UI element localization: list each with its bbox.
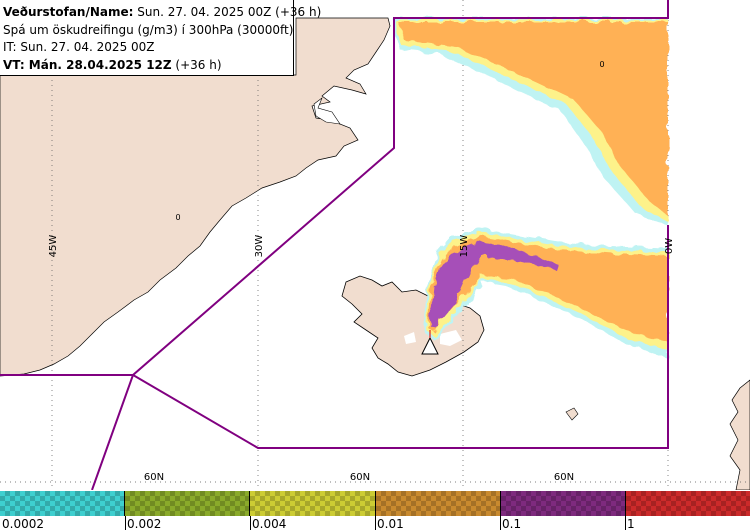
legend-label: 1 xyxy=(627,517,635,531)
legend-swatch-2 xyxy=(125,491,251,516)
meridian-label-15w: 15W xyxy=(459,235,470,258)
info-line-valid-time-label: VT: Mán. 28.04.2025 12Z xyxy=(3,57,172,72)
forecast-info-box: Veðurstofan/Name: Sun. 27. 04. 2025 00Z … xyxy=(0,0,321,76)
ash-plume xyxy=(392,18,668,358)
info-line-initial-time: IT: Sun. 27. 04. 2025 00Z xyxy=(3,40,155,54)
legend-color-bar xyxy=(0,491,750,516)
legend-label: 0.002 xyxy=(127,517,162,531)
legend-labels: 0.0002 0.002 0.004 0.01 0.1 1 xyxy=(0,516,750,532)
info-line-product: Spá um öskudreifingu (g/m3) í 300hPa (30… xyxy=(3,22,294,37)
legend-tick xyxy=(500,516,501,530)
info-line-name-value: Sun. 27. 04. 2025 00Z (+36 h) xyxy=(133,5,322,19)
legend-tick xyxy=(375,516,376,530)
legend-tick xyxy=(625,516,626,530)
legend-label: 0.004 xyxy=(252,517,287,531)
parallel-label: 60N xyxy=(144,472,164,483)
info-line-name-label: Veðurstofan/Name: xyxy=(3,5,134,19)
forecast-region-boundary xyxy=(0,0,669,490)
legend-tick xyxy=(125,516,126,530)
scotland-land xyxy=(729,379,750,490)
legend-label: 0.1 xyxy=(502,517,522,531)
meridian-label-30w: 30W xyxy=(254,235,265,258)
contour-label: 0 xyxy=(599,60,604,69)
info-line-valid-time: VT: Mán. 28.04.2025 12Z (+36 h) xyxy=(3,57,293,75)
greenland-fjord xyxy=(313,97,341,125)
legend-swatch-6 xyxy=(625,491,750,516)
legend-swatch-3 xyxy=(250,491,376,516)
info-line-name: Veðurstofan/Name: Sun. 27. 04. 2025 00Z … xyxy=(3,4,321,22)
faroe-islands xyxy=(565,407,579,421)
greenland-land xyxy=(0,17,391,377)
ash-low-layer xyxy=(428,236,668,342)
legend-label: 0.0002 xyxy=(2,517,44,531)
iceland-glacier xyxy=(404,332,416,344)
iceland-glacier xyxy=(440,330,462,346)
info-line-valid-time-value: (+36 h) xyxy=(171,57,222,72)
meridian-label-0w: 0W xyxy=(664,238,675,254)
ash-low-layer xyxy=(398,22,668,216)
volcano-marker xyxy=(421,336,439,355)
legend-tick xyxy=(250,516,251,530)
contour-label: 0 xyxy=(175,213,180,222)
parallel-label: 60N xyxy=(554,472,574,483)
parallel-label: 60N xyxy=(350,472,370,483)
concentration-legend: 0.0002 0.002 0.004 0.01 0.1 1 xyxy=(0,490,750,532)
legend-label: 0.01 xyxy=(377,517,404,531)
legend-swatch-5 xyxy=(500,491,626,516)
ash-forecast-map: 45W 30W 15W 0W 60N 60N 60N 0 0 xyxy=(0,0,750,490)
meridian-label-45w: 45W xyxy=(48,235,59,258)
legend-swatch-1 xyxy=(0,491,126,516)
legend-swatch-4 xyxy=(375,491,501,516)
ash-high-layer xyxy=(430,242,558,328)
